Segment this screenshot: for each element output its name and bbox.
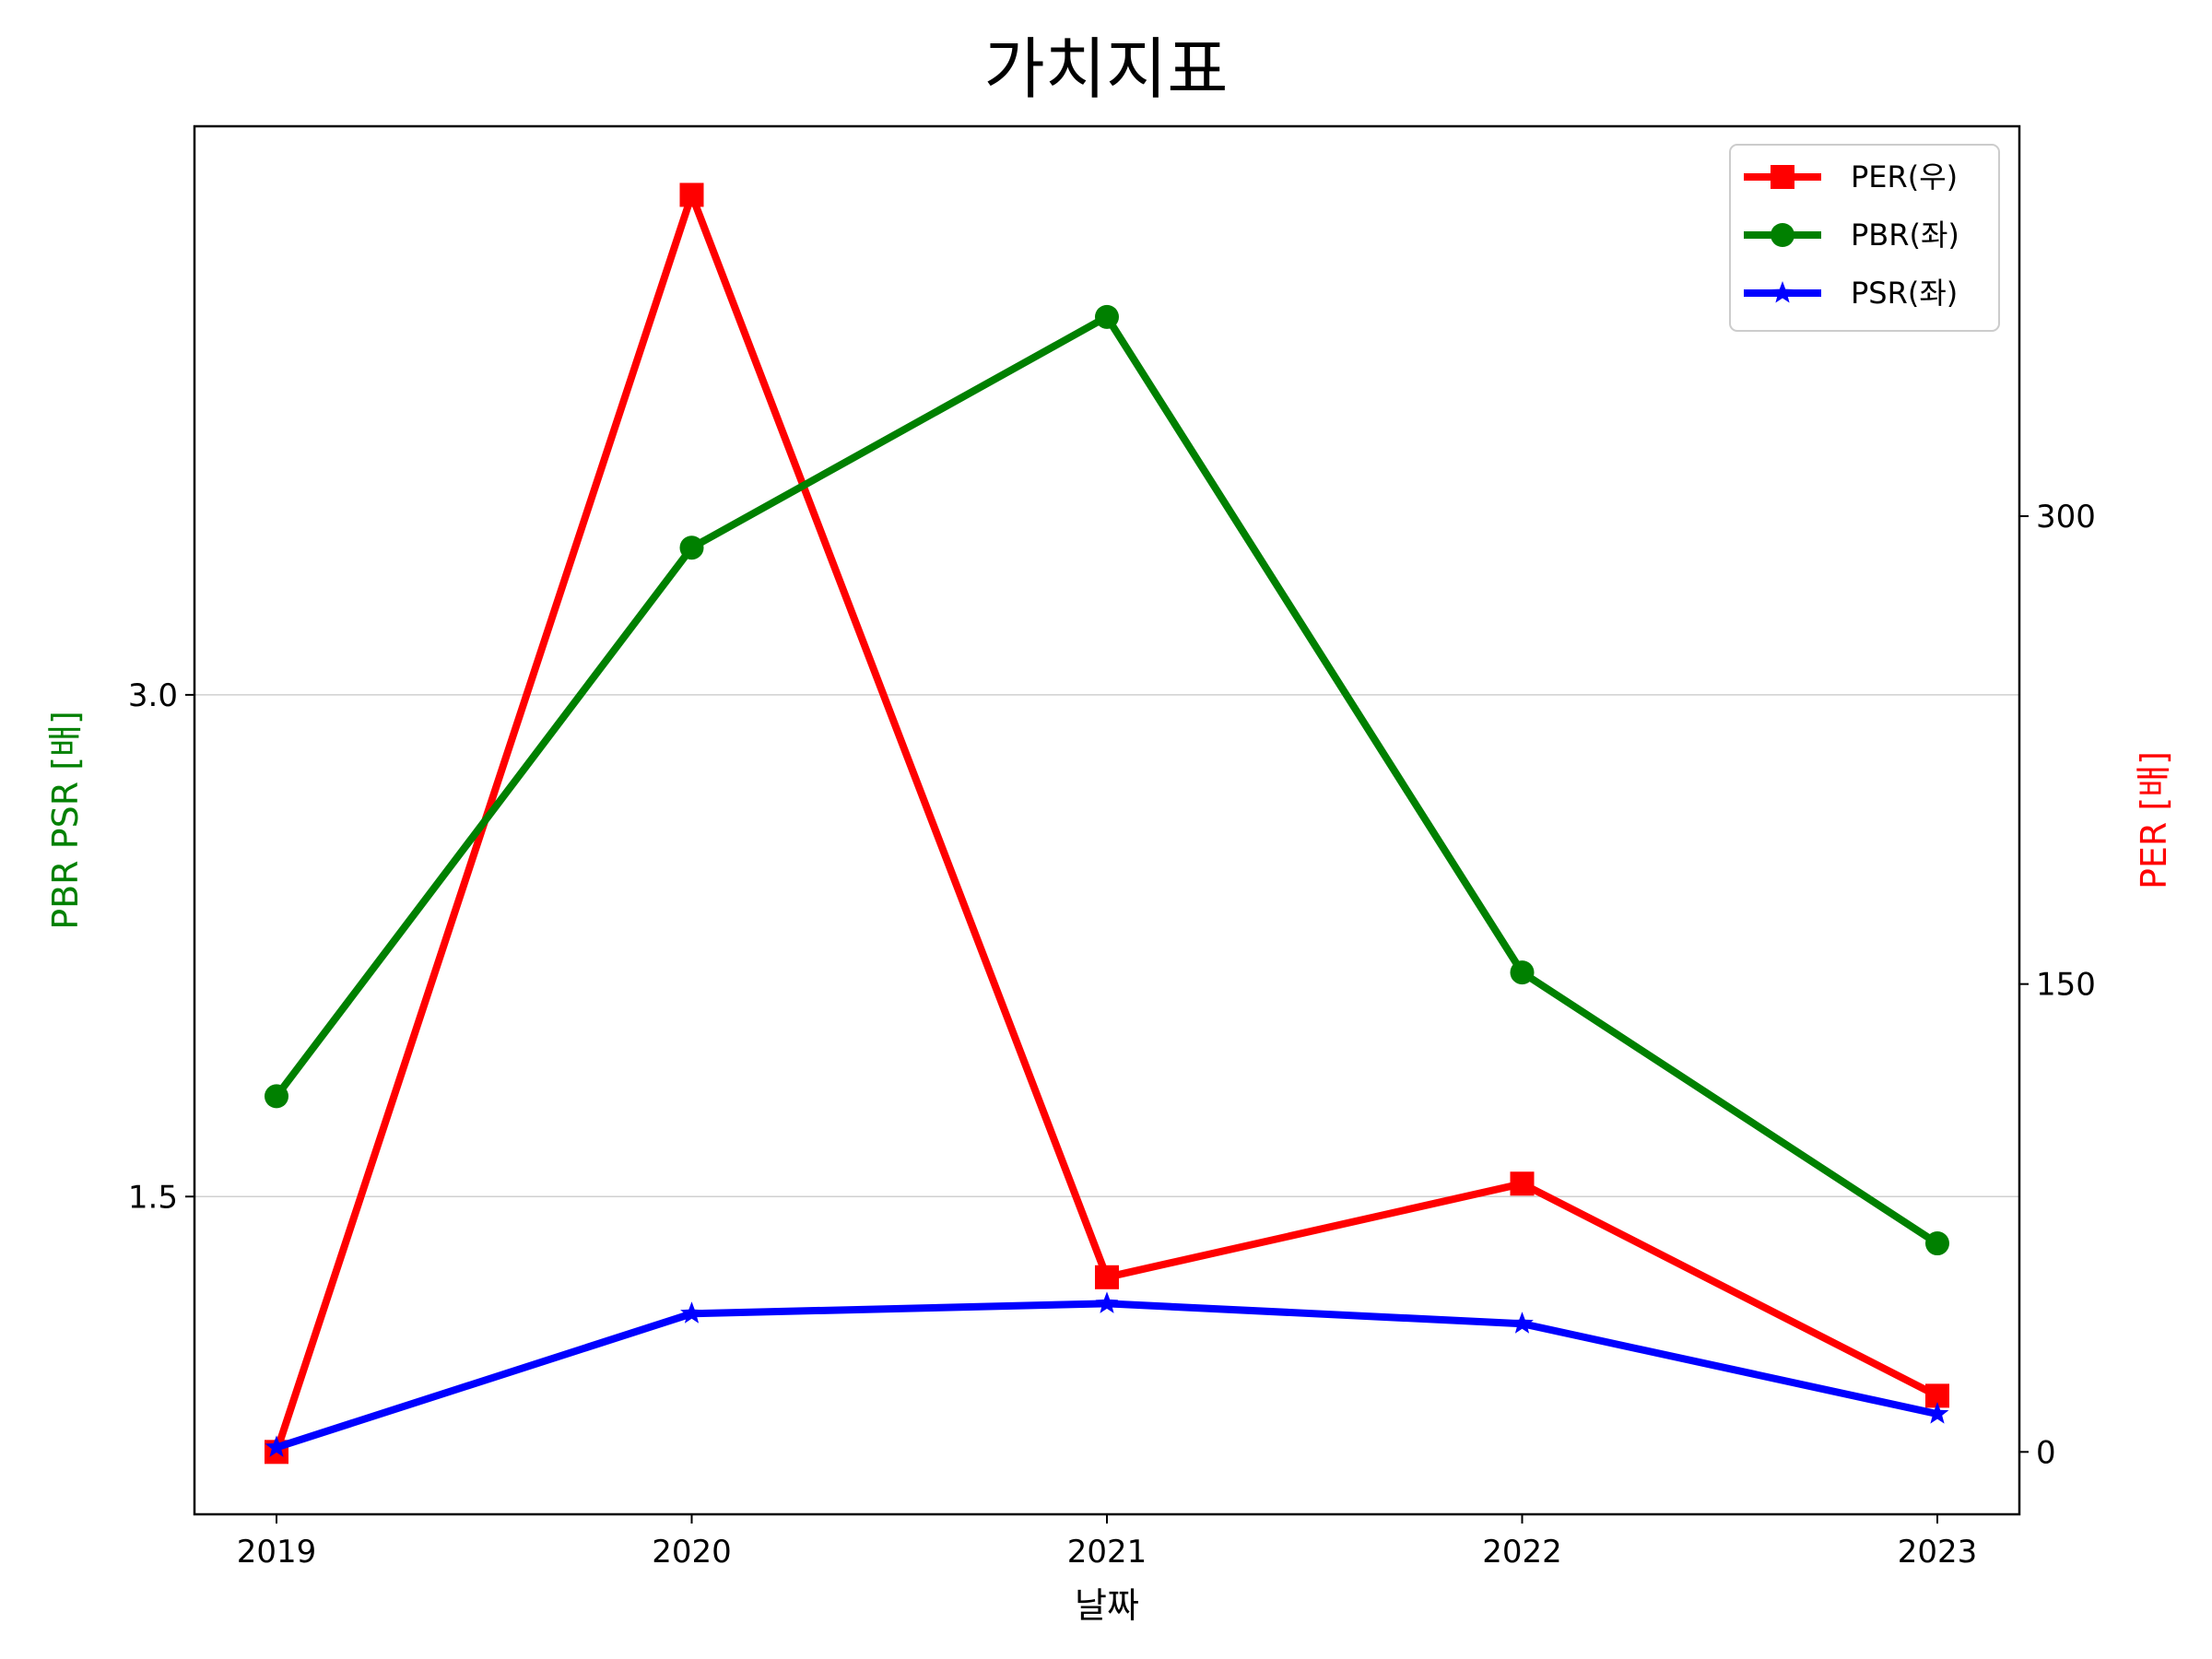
chart-title: 가치지표: [984, 30, 1229, 108]
series-1-point-0: [265, 1084, 288, 1109]
left-y-axis-label: PBR PSR [배]: [45, 711, 86, 930]
gridlines: [194, 694, 2019, 1198]
series-1-point-1: [679, 535, 704, 560]
series-0: [265, 182, 1949, 1465]
left-y-tick-label-0: 1.5: [128, 1179, 178, 1216]
legend-box: [1729, 144, 2000, 332]
legend-label-1: PBR(좌): [1851, 218, 1959, 253]
legend-label-0: PER(우): [1851, 159, 1958, 194]
right-y-tick-label-0: 0: [2036, 1434, 2056, 1471]
right-y-tick-label-2: 300: [2036, 499, 2096, 535]
left-y-tick-label-1: 3.0: [128, 677, 178, 714]
series-1-point-4: [1925, 1231, 1949, 1256]
series-2-point-2: [1095, 1291, 1119, 1313]
x-tick-label-1: 2020: [652, 1534, 732, 1571]
series-2-point-3: [1511, 1312, 1534, 1334]
left-y-axis: 1.5 3.0: [128, 677, 194, 1216]
series-1-point-2: [1095, 304, 1119, 329]
legend-marker-0: [1771, 165, 1794, 189]
legend-marker-2: [1771, 281, 1794, 303]
series-line-0: [273, 191, 1941, 1456]
series-2-point-0: [265, 1435, 288, 1457]
x-tick-label-0: 2019: [237, 1534, 317, 1571]
x-axis-label: 날짜: [1075, 1585, 1139, 1626]
series-line-2: [273, 1300, 1941, 1452]
series-layer: [265, 182, 1949, 1465]
x-axis: 2019 2020 2021 2022 2023: [237, 1514, 1978, 1571]
series-0-point-3: [1510, 1171, 1535, 1196]
x-tick-label-2: 2021: [1067, 1534, 1147, 1571]
legend: PER(우) PBR(좌) PSR(좌): [1729, 144, 2000, 332]
right-y-axis: 0 150 300: [2019, 499, 2096, 1471]
right-y-axis-label: PER [배]: [2134, 751, 2174, 889]
x-tick-label-4: 2023: [1898, 1534, 1978, 1571]
x-tick-label-3: 2022: [1482, 1534, 1562, 1571]
legend-label-2: PSR(좌): [1851, 276, 1958, 311]
series-1: [265, 304, 1949, 1256]
series-line-1: [273, 312, 1941, 1248]
series-2-point-1: [680, 1301, 703, 1324]
series-2-point-4: [1925, 1402, 1949, 1424]
series-2: [265, 1291, 1949, 1457]
series-0-point-2: [1095, 1265, 1119, 1289]
series-1-point-3: [1510, 960, 1535, 985]
series-0-point-1: [679, 182, 704, 207]
right-y-tick-label-1: 150: [2036, 967, 2096, 1004]
legend-marker-1: [1771, 223, 1794, 247]
